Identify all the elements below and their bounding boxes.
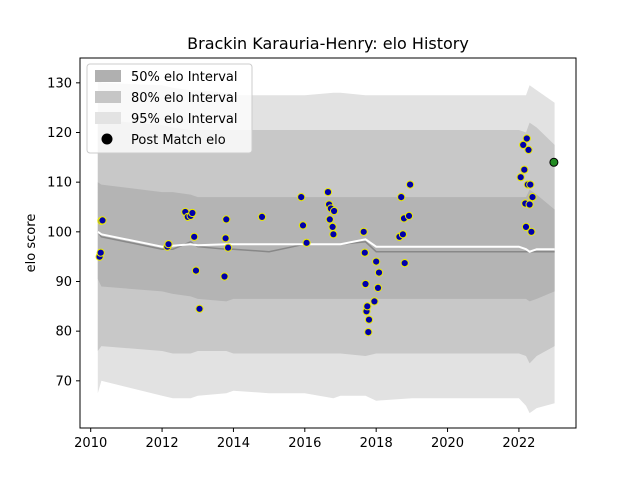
elo-point	[302, 238, 311, 247]
elo-point	[297, 193, 306, 202]
elo-point	[323, 188, 333, 197]
y-tick-label: 80	[55, 325, 72, 340]
x-tick-label: 2012	[146, 436, 179, 451]
legend-label: Post Match elo	[131, 133, 226, 148]
elo-point	[98, 216, 107, 225]
y-axis-label: elo score	[24, 214, 39, 273]
elo-point	[190, 232, 199, 241]
elo-point	[524, 145, 533, 154]
plot-frame	[79, 57, 577, 429]
elo-point	[373, 283, 383, 292]
elo-point	[325, 215, 334, 224]
elo-point	[397, 193, 406, 202]
elo-point	[398, 230, 407, 239]
x-tick-label: 2018	[360, 436, 393, 451]
elo-point	[522, 134, 531, 143]
final-elo-point	[549, 157, 559, 167]
legend-swatch	[95, 112, 121, 124]
x-tick-label: 2010	[74, 436, 107, 451]
x-tick-label: 2016	[288, 436, 321, 451]
elo-point	[364, 315, 374, 324]
elo-point	[370, 297, 379, 306]
legend-marker	[101, 133, 113, 145]
elo-point	[519, 140, 528, 149]
legend-box	[86, 63, 253, 154]
y-axis: 70 80 90 100 110 120 130	[47, 76, 80, 389]
elo-point	[360, 248, 369, 257]
elo-point	[222, 215, 231, 224]
elo-point	[527, 227, 536, 236]
legend-swatch	[95, 91, 121, 103]
legend-label: 95% elo Interval	[131, 112, 238, 127]
elo-point	[221, 234, 230, 243]
y-tick-label: 90	[55, 275, 72, 290]
x-tick-label: 2022	[502, 436, 535, 451]
elo-point	[359, 227, 368, 236]
mean-line	[97, 230, 555, 253]
elo-point	[191, 266, 201, 275]
elo-point	[526, 180, 535, 189]
y-tick-label: 120	[47, 126, 72, 141]
elo-point	[364, 328, 373, 337]
x-tick-label: 2014	[217, 436, 250, 451]
elo-point	[406, 180, 415, 189]
legend: 50% elo Interval 80% elo Interval 95% elo …	[86, 63, 253, 154]
elo-point	[521, 222, 531, 231]
elo-point	[520, 165, 529, 174]
elo-point	[220, 272, 229, 281]
elo-point	[363, 302, 372, 311]
elo-point	[195, 304, 204, 313]
y-tick-label: 100	[47, 225, 72, 240]
elo-point	[372, 257, 381, 266]
elo-point	[329, 230, 338, 239]
elo-point	[400, 259, 409, 268]
elo-point	[516, 173, 525, 182]
elo-point	[361, 279, 370, 289]
elo-point	[528, 193, 537, 202]
legend-swatch	[95, 70, 121, 82]
x-tick-label: 2020	[431, 436, 464, 451]
x-axis: 2010 2012 2014 2016 2018 2020 2022	[74, 428, 535, 451]
elo-point	[96, 248, 105, 257]
elo-point	[328, 222, 337, 231]
y-tick-label: 130	[47, 76, 72, 91]
legend-label: 50% elo Interval	[131, 70, 238, 85]
band-50	[97, 182, 555, 302]
elo-point	[257, 212, 267, 221]
elo-point	[374, 268, 384, 277]
y-tick-label: 110	[47, 176, 72, 191]
elo-point	[188, 208, 197, 218]
elo-point	[164, 240, 173, 249]
legend-label: 80% elo Interval	[131, 91, 238, 106]
elo-point	[404, 211, 414, 220]
elo-point	[224, 243, 233, 252]
elo-point	[298, 221, 308, 230]
chart-title: Brackin Karauria-Henry: elo History	[187, 34, 469, 53]
y-tick-label: 70	[55, 374, 72, 389]
elo-point	[525, 200, 534, 209]
elo-point	[330, 206, 339, 216]
